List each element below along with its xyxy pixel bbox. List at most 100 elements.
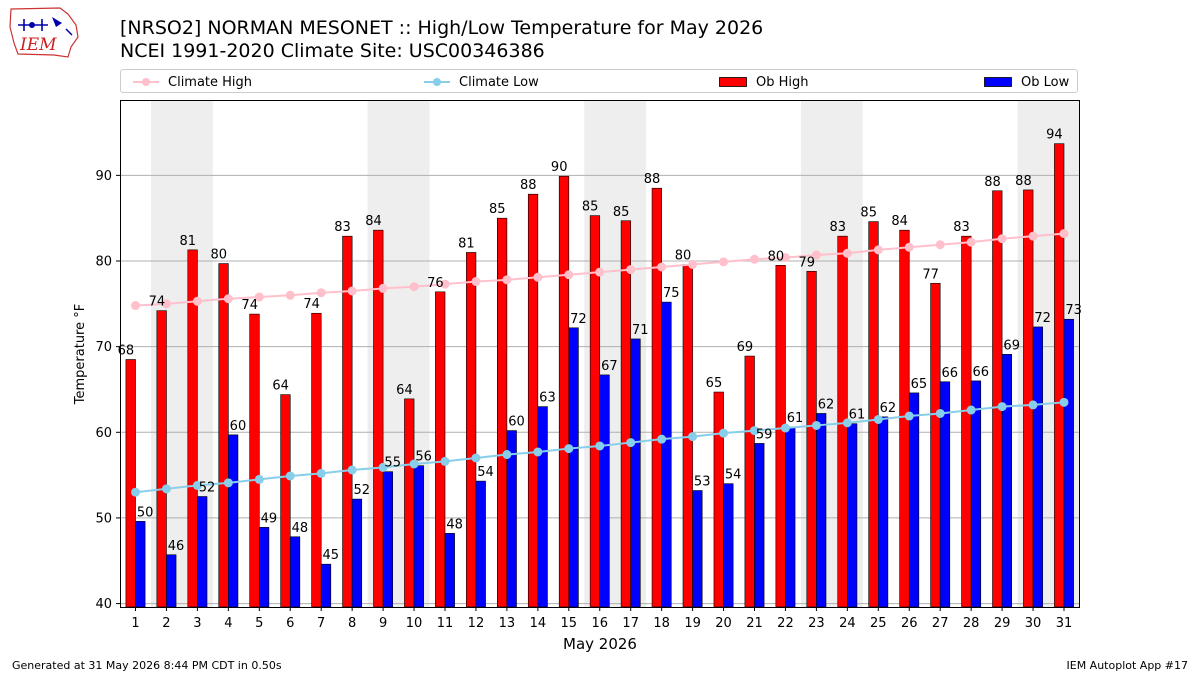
climate-high-point xyxy=(750,254,759,264)
ob-high-label: 80 xyxy=(675,248,692,263)
ob-low-label: 71 xyxy=(632,323,649,338)
ob-high-label: 80 xyxy=(210,248,227,263)
ob-high-bar xyxy=(558,175,570,608)
ob-low-bar xyxy=(258,527,270,608)
ob-high-bar xyxy=(1054,143,1065,608)
ob-low-label: 48 xyxy=(292,521,309,536)
climate-high-point xyxy=(254,292,264,302)
climate-high-point xyxy=(471,277,481,287)
ob-low-label: 56 xyxy=(415,450,432,465)
climate-low-point xyxy=(595,441,605,451)
ob-low-label: 60 xyxy=(508,415,525,430)
x-tick-label: 28 xyxy=(963,616,980,631)
x-tick-label: 31 xyxy=(1056,616,1073,631)
ob-low-label: 55 xyxy=(384,456,401,471)
climate-low-point xyxy=(688,432,698,442)
climate-high-point xyxy=(688,259,698,269)
ob-low-label: 45 xyxy=(323,548,340,563)
climate-high-point xyxy=(533,272,543,282)
ob-low-label: 62 xyxy=(880,401,897,416)
climate-low-point xyxy=(378,462,388,472)
ob-low-bar xyxy=(692,490,703,608)
x-tick-label: 16 xyxy=(591,616,608,631)
ob-high-bar xyxy=(930,282,941,608)
climate-low-point xyxy=(285,471,295,481)
ob-high-bar xyxy=(527,193,539,608)
ob-low-bar xyxy=(661,301,672,608)
ob-low-bar xyxy=(568,327,579,608)
ob-low-bar xyxy=(723,483,734,608)
ob-high-label: 90 xyxy=(551,160,568,175)
climate-low-point xyxy=(161,484,171,494)
x-tick-label: 14 xyxy=(530,616,547,631)
ob-low-bar xyxy=(320,563,332,608)
ob-low-bar xyxy=(785,426,796,608)
ob-high-label: 94 xyxy=(1046,128,1063,143)
ob-high-label: 81 xyxy=(180,234,197,249)
ob-low-bar xyxy=(382,471,394,608)
ob-high-bar xyxy=(249,313,260,608)
ob-high-bar xyxy=(713,391,724,608)
ob-high-bar xyxy=(311,312,322,608)
ob-low-label: 66 xyxy=(942,366,959,381)
legend-item-climate-low: Climate Low xyxy=(424,70,539,94)
ob-low-label: 54 xyxy=(725,468,742,483)
legend-label: Ob Low xyxy=(1021,74,1070,90)
climate-high-point xyxy=(873,245,883,255)
ob-high-label: 79 xyxy=(799,255,816,270)
ob-low-bar xyxy=(877,416,889,608)
ob-high-label: 88 xyxy=(520,178,537,193)
climate-low-point xyxy=(966,405,976,415)
legend-marker-ob-low xyxy=(984,77,1012,87)
ob-high-label: 88 xyxy=(984,175,1001,190)
ob-high-label: 64 xyxy=(396,383,413,398)
x-tick-label: 21 xyxy=(746,616,763,631)
climate-high-point xyxy=(131,301,140,311)
ob-low-bar xyxy=(166,554,177,608)
climate-low-point xyxy=(223,478,233,488)
ob-low-label: 65 xyxy=(911,377,928,392)
legend: Climate High Climate Low Ob High Ob Low xyxy=(120,69,1078,93)
climate-low-point xyxy=(904,411,914,421)
x-tick-label: 23 xyxy=(808,616,825,631)
x-axis-label: May 2026 xyxy=(563,635,637,653)
climate-high-point xyxy=(657,262,667,272)
climate-low-point xyxy=(1059,397,1069,407)
climate-high-point xyxy=(811,250,821,260)
ob-high-bar xyxy=(868,221,879,608)
ob-low-bar xyxy=(228,434,239,608)
ob-low-label: 67 xyxy=(601,359,618,374)
climate-low-point xyxy=(502,450,512,460)
legend-item-ob-high: Ob High xyxy=(719,70,809,94)
x-tick-label: 8 xyxy=(348,616,356,631)
iem-logo: IEM xyxy=(9,7,79,58)
ob-high-label: 85 xyxy=(489,202,506,217)
x-tick-label: 29 xyxy=(994,616,1011,631)
climate-low-point xyxy=(564,444,574,454)
ob-high-label: 76 xyxy=(427,276,444,291)
ob-low-bar xyxy=(1063,318,1074,608)
x-tick-label: 5 xyxy=(255,616,263,631)
ob-high-bar xyxy=(992,190,1003,608)
x-tick-label: 18 xyxy=(653,616,670,631)
x-tick-label: 13 xyxy=(499,616,516,631)
ob-low-label: 49 xyxy=(261,511,278,526)
ob-high-label: 83 xyxy=(953,220,970,235)
x-tick-label: 27 xyxy=(932,616,949,631)
ob-high-bar xyxy=(1023,189,1034,608)
x-tick-label: 2 xyxy=(162,616,170,631)
ob-low-label: 54 xyxy=(477,465,494,480)
climate-high-point xyxy=(595,267,605,277)
ob-high-bar xyxy=(775,264,786,608)
ob-low-label: 66 xyxy=(972,365,989,380)
legend-marker-climate-high xyxy=(133,78,159,86)
climate-high-point xyxy=(1028,231,1038,241)
ob-low-bar xyxy=(1032,326,1043,608)
ob-high-label: 83 xyxy=(334,220,351,235)
climate-high-point xyxy=(626,265,636,275)
climate-high-point xyxy=(223,294,233,304)
ob-high-bar xyxy=(961,235,972,608)
climate-high-point xyxy=(997,234,1007,244)
legend-label: Ob High xyxy=(756,74,809,90)
